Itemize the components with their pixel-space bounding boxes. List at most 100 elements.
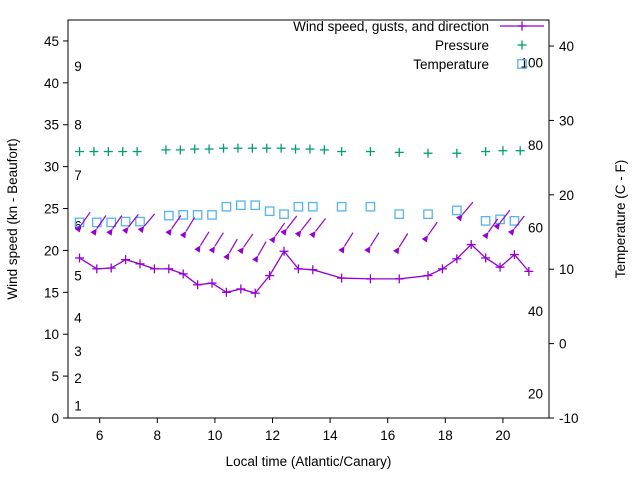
beaufort-label: 9 <box>74 59 82 74</box>
arrow-shaft <box>488 218 499 233</box>
series-2 <box>75 143 525 158</box>
x-tick-label: 16 <box>380 428 395 443</box>
wind-direction-arrow <box>74 211 91 233</box>
data-point-marker <box>250 200 261 211</box>
y2-tick-label: 30 <box>559 113 574 128</box>
arrow-shaft <box>214 232 224 247</box>
x-tick-label: 10 <box>207 428 222 443</box>
arrow-head <box>194 245 201 253</box>
data-point-marker <box>106 217 117 228</box>
arrow-shaft <box>128 213 139 228</box>
wind-direction-arrow <box>309 218 327 239</box>
beaufort-label: 5 <box>74 269 82 284</box>
fahrenheit-label: 60 <box>528 221 543 236</box>
wind-direction-arrow <box>421 221 438 243</box>
arrow-shaft <box>112 215 123 229</box>
arrow-shaft <box>257 241 267 256</box>
y2-axis-ticks: -10 0 10 20 30 40 <box>549 39 579 426</box>
y2-tick-label: 20 <box>559 188 574 203</box>
data-point-marker <box>235 200 246 211</box>
plot-frame <box>67 19 550 419</box>
beaufort-label: 3 <box>74 344 82 359</box>
y2-tick-label: -10 <box>559 411 579 426</box>
wind-direction-arrow <box>493 209 511 230</box>
arrow-shaft <box>228 238 238 254</box>
wind-direction-arrow <box>364 232 380 254</box>
wind-direction-arrow <box>90 215 107 236</box>
arrow-shaft <box>300 217 312 231</box>
wind-direction-arrow <box>280 215 298 236</box>
arrow-head <box>455 214 463 222</box>
y2-tick-label: 10 <box>559 262 574 277</box>
arrow-shaft <box>427 221 438 236</box>
wind-direction-arrow <box>269 222 286 244</box>
y2-tick-label: 40 <box>559 39 574 54</box>
beaufort-label: 1 <box>74 398 82 413</box>
wind-direction-arrow <box>223 238 238 261</box>
data-point-marker <box>307 201 318 212</box>
arrow-head <box>165 228 172 236</box>
arrow-shaft <box>315 218 327 232</box>
arrow-head <box>507 228 515 236</box>
arrow-shaft <box>143 213 156 227</box>
legend-marker-sample <box>517 59 527 69</box>
wind-direction-arrow <box>455 201 474 222</box>
y2-tick-label: 0 <box>559 337 567 352</box>
arrow-shaft <box>462 201 474 215</box>
x-tick-label: 8 <box>154 428 162 443</box>
arrow-shaft <box>80 211 91 226</box>
arrow-shaft <box>286 215 298 230</box>
arrow-shaft <box>499 209 511 224</box>
legend-entry-2[interactable]: Pressure <box>435 38 527 53</box>
x-tick-label: 12 <box>265 428 280 443</box>
beaufort-label: 4 <box>74 310 82 325</box>
arrow-head <box>74 225 81 233</box>
y-tick-label: 15 <box>44 285 59 300</box>
arrow-shaft <box>369 232 380 247</box>
series-line <box>79 243 530 294</box>
y-tick-label: 40 <box>44 76 59 91</box>
data-point-marker <box>293 201 304 212</box>
arrow-head <box>208 246 215 254</box>
data-point-marker <box>207 210 217 220</box>
arrow-shaft <box>185 217 196 232</box>
wind-direction-arrow <box>252 241 267 263</box>
beaufort-label: 2 <box>74 371 82 386</box>
beaufort-label: 6 <box>74 218 82 233</box>
arrow-head <box>280 228 287 236</box>
arrow-head <box>421 235 429 243</box>
wind-direction-arrow <box>165 215 182 236</box>
beaufort-label: 7 <box>74 168 82 183</box>
chart-legend: Wind speed, gusts, and direction Pressure… <box>293 19 544 72</box>
arrow-head <box>223 252 230 261</box>
x-tick-label: 14 <box>323 428 339 443</box>
arrow-shaft <box>398 233 409 248</box>
data-point-marker <box>135 216 145 227</box>
arrow-head <box>121 226 129 235</box>
x-tick-label: 6 <box>96 428 104 443</box>
wind-direction-arrow <box>237 233 254 255</box>
data-point-marker <box>192 210 203 220</box>
legend-entry-3[interactable]: Temperature <box>413 57 527 72</box>
arrow-shaft <box>199 231 210 246</box>
data-point-marker <box>336 201 347 212</box>
y-tick-label: 0 <box>51 411 59 426</box>
legend-entry-1[interactable]: Wind speed, gusts, and direction <box>293 19 544 34</box>
legend-label: Wind speed, gusts, and direction <box>293 19 489 34</box>
data-point-marker <box>178 210 189 220</box>
wind-direction-arrows <box>74 201 525 263</box>
y-tick-label: 10 <box>44 327 59 342</box>
legend-label: Temperature <box>413 57 489 72</box>
data-point-marker <box>495 214 505 225</box>
wind-direction-arrow <box>294 217 312 238</box>
arrow-head <box>237 247 244 255</box>
beaufort-label: 8 <box>74 118 82 133</box>
data-point-marker <box>264 206 275 217</box>
x-tick-label: 20 <box>495 428 510 443</box>
y-tick-label: 30 <box>44 160 59 175</box>
arrow-shaft <box>513 215 525 230</box>
beaufort-scale-labels: 1 2 3 4 5 6 7 8 9 <box>74 59 82 413</box>
y-tick-label: 20 <box>44 243 59 258</box>
x-tick-label: 18 <box>438 428 453 443</box>
wind-direction-arrow <box>194 231 210 253</box>
